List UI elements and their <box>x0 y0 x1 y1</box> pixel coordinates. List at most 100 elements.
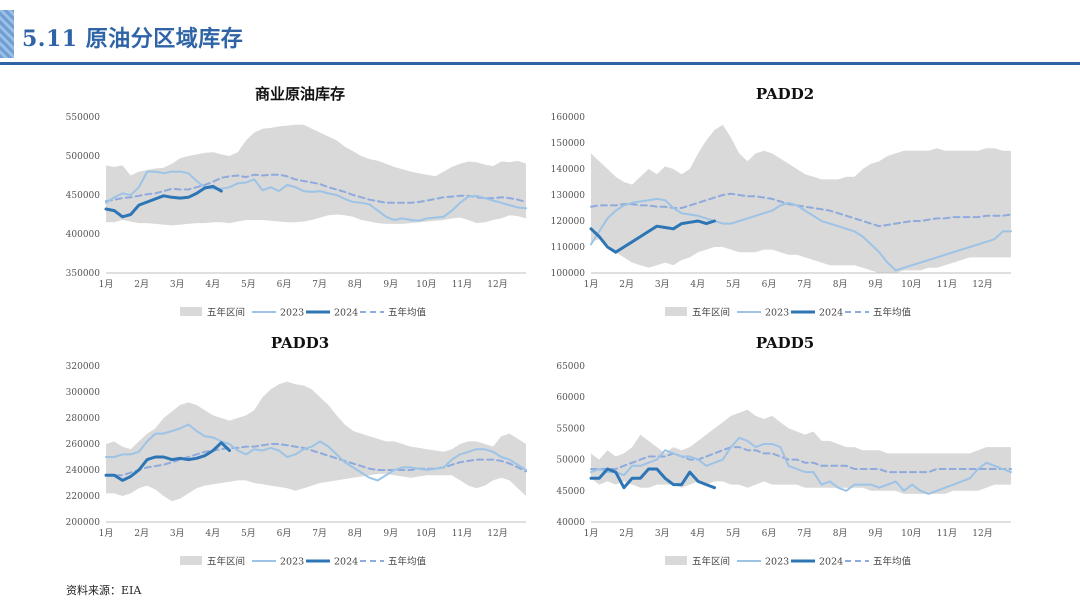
x-tick-label: 3月 <box>170 279 185 290</box>
x-tick-label: 1月 <box>99 279 114 290</box>
source-note: 资料来源：EIA <box>66 584 142 597</box>
chart-title: 商业原油库存 <box>255 85 345 103</box>
y-tick-label: 140000 <box>551 165 586 175</box>
y-tick-label: 45000 <box>556 487 585 497</box>
legend-avg-label: 五年均值 <box>388 307 427 319</box>
x-tick-label: 10月 <box>416 528 436 539</box>
y-tick-label: 200000 <box>66 518 101 528</box>
legend-avg-label: 五年均值 <box>873 307 912 319</box>
x-tick-label: 9月 <box>383 528 398 539</box>
x-tick-label: 12月 <box>487 528 507 539</box>
chart-padd2: PADD2 100000 110000 120000 130000 140000 15000… <box>551 85 1012 319</box>
x-tick-label: 10月 <box>901 528 921 539</box>
y-tick-label: 450000 <box>66 191 101 201</box>
x-tick-label: 7月 <box>797 279 812 290</box>
x-tick-label: 6月 <box>762 279 777 290</box>
legend-avg-label: 五年均值 <box>388 556 427 568</box>
legend-band-label: 五年区间 <box>692 556 730 568</box>
y-tick-label: 150000 <box>551 139 586 149</box>
x-tick-label: 12月 <box>487 279 507 290</box>
x-tick-label: 3月 <box>170 528 185 539</box>
y-tick-label: 220000 <box>66 492 101 502</box>
legend-2023-label: 2023 <box>280 308 304 319</box>
chart-padd3: PADD3 200000 220000 240000 260000 280000 30000… <box>66 334 527 568</box>
series-y2024-line <box>104 184 223 219</box>
legend-band-label: 五年区间 <box>692 307 730 319</box>
y-tick-label: 300000 <box>66 388 101 398</box>
legend-band-swatch <box>665 556 687 565</box>
chart-commercial: 商业原油库存 350000 400000 450000 500000 550000 1月 2月… <box>66 85 527 319</box>
x-tick-label: 3月 <box>655 279 670 290</box>
legend-2024-label: 2024 <box>334 557 358 568</box>
x-tick-label: 8月 <box>348 528 363 539</box>
x-tick-label: 6月 <box>277 279 292 290</box>
y-tick-label: 55000 <box>556 424 585 434</box>
series-y2023-line <box>105 423 527 482</box>
series-avg-line <box>590 192 1012 228</box>
series-y2023-line <box>105 170 527 222</box>
legend-band-swatch <box>180 307 202 316</box>
legend-2023-label: 2023 <box>765 308 789 319</box>
x-tick-label: 6月 <box>277 528 292 539</box>
legend-2023-label: 2023 <box>280 557 304 568</box>
chart-title: PADD2 <box>756 85 814 103</box>
x-tick-label: 2月 <box>134 528 149 539</box>
x-tick-label: 1月 <box>99 528 114 539</box>
y-tick-label: 100000 <box>551 269 586 279</box>
y-tick-label: 130000 <box>551 191 586 201</box>
y-tick-label: 40000 <box>556 518 585 528</box>
y-tick-label: 320000 <box>66 362 101 372</box>
x-tick-label: 5月 <box>241 528 256 539</box>
x-tick-label: 4月 <box>690 279 705 290</box>
y-tick-label: 350000 <box>66 269 101 279</box>
series-y2023-line <box>590 436 1012 495</box>
y-tick-label: 110000 <box>551 243 586 253</box>
legend-2023-label: 2023 <box>765 557 789 568</box>
x-tick-label: 12月 <box>972 528 992 539</box>
x-tick-label: 7月 <box>797 528 812 539</box>
x-tick-label: 9月 <box>383 279 398 290</box>
header-divider <box>0 62 1080 65</box>
five-year-range-band <box>591 124 1011 273</box>
y-tick-label: 50000 <box>556 456 585 466</box>
legend-band-swatch <box>180 556 202 565</box>
x-tick-label: 4月 <box>205 279 220 290</box>
series-avg-line <box>105 443 527 477</box>
x-tick-label: 3月 <box>655 528 670 539</box>
x-tick-label: 8月 <box>833 279 848 290</box>
x-tick-label: 11月 <box>937 279 957 290</box>
legend-2024-label: 2024 <box>819 308 843 319</box>
x-tick-label: 7月 <box>312 279 327 290</box>
x-tick-label: 11月 <box>452 279 472 290</box>
y-tick-label: 400000 <box>66 230 101 240</box>
five-year-range-band <box>591 409 1011 494</box>
x-tick-label: 11月 <box>452 528 472 539</box>
legend-band-label: 五年区间 <box>207 556 245 568</box>
y-tick-label: 120000 <box>551 217 586 227</box>
legend-2024-label: 2024 <box>819 557 843 568</box>
series-avg-line <box>590 446 1012 474</box>
series-y2024-line <box>589 219 716 254</box>
legend-band-label: 五年区间 <box>207 307 245 319</box>
x-tick-label: 5月 <box>726 528 741 539</box>
x-tick-label: 10月 <box>416 279 436 290</box>
y-tick-label: 260000 <box>66 440 101 450</box>
header-accent-bar <box>0 10 14 58</box>
series-y2024-line <box>589 467 716 490</box>
legend-avg-label: 五年均值 <box>873 556 912 568</box>
x-tick-label: 9月 <box>868 279 883 290</box>
five-year-range-band <box>106 381 526 502</box>
x-tick-label: 1月 <box>584 528 599 539</box>
y-tick-label: 65000 <box>556 362 585 372</box>
x-tick-label: 2月 <box>134 279 149 290</box>
x-tick-label: 9月 <box>868 528 883 539</box>
x-tick-label: 8月 <box>833 528 848 539</box>
x-tick-label: 4月 <box>690 528 705 539</box>
legend-band-swatch <box>665 307 687 316</box>
x-tick-label: 2月 <box>619 279 634 290</box>
x-tick-label: 1月 <box>584 279 599 290</box>
x-tick-label: 7月 <box>312 528 327 539</box>
x-tick-label: 12月 <box>972 279 992 290</box>
x-tick-label: 4月 <box>205 528 220 539</box>
x-tick-label: 5月 <box>241 279 256 290</box>
